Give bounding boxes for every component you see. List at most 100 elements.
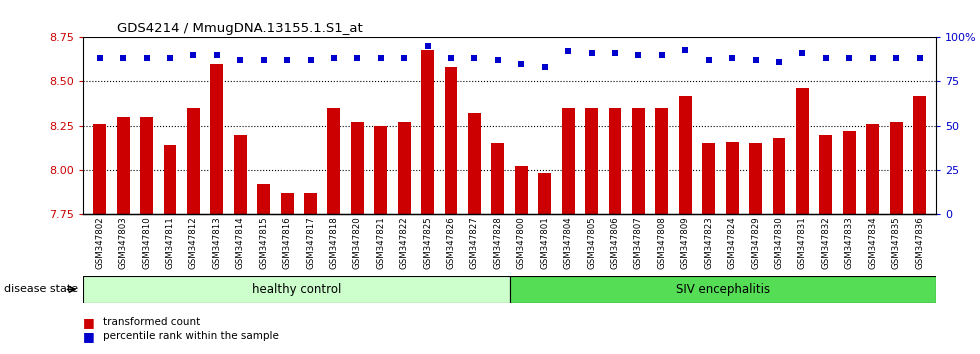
- Text: GSM347830: GSM347830: [774, 216, 783, 269]
- Text: GSM347835: GSM347835: [892, 216, 901, 269]
- Text: healthy control: healthy control: [252, 283, 341, 296]
- Bar: [351, 122, 364, 214]
- Bar: [725, 142, 739, 214]
- Bar: [117, 117, 129, 214]
- Bar: [234, 135, 247, 214]
- Bar: [703, 143, 715, 214]
- Point: [443, 56, 459, 61]
- Text: GSM347805: GSM347805: [587, 216, 596, 269]
- Text: GSM347807: GSM347807: [634, 216, 643, 269]
- Text: GSM347809: GSM347809: [681, 216, 690, 269]
- Text: GDS4214 / MmugDNA.13155.1.S1_at: GDS4214 / MmugDNA.13155.1.S1_at: [118, 22, 364, 35]
- Bar: [772, 138, 785, 214]
- Bar: [510, 276, 936, 303]
- Point: [748, 57, 763, 63]
- Point: [162, 56, 177, 61]
- Point: [256, 57, 271, 63]
- Point: [326, 56, 342, 61]
- Text: GSM347816: GSM347816: [282, 216, 292, 269]
- Bar: [164, 145, 176, 214]
- Text: GSM347802: GSM347802: [95, 216, 104, 269]
- Text: GSM347823: GSM347823: [705, 216, 713, 269]
- Bar: [445, 67, 458, 214]
- Text: GSM347824: GSM347824: [727, 216, 737, 269]
- Bar: [656, 108, 668, 214]
- Bar: [819, 135, 832, 214]
- Point: [701, 57, 716, 63]
- Point: [139, 56, 155, 61]
- Point: [842, 56, 858, 61]
- Point: [608, 50, 623, 56]
- Text: GSM347828: GSM347828: [493, 216, 503, 269]
- Bar: [280, 193, 294, 214]
- Point: [818, 56, 834, 61]
- Point: [771, 59, 787, 65]
- Point: [724, 56, 740, 61]
- Text: GSM347804: GSM347804: [564, 216, 572, 269]
- Text: GSM347833: GSM347833: [845, 216, 854, 269]
- Text: GSM347817: GSM347817: [306, 216, 315, 269]
- Bar: [93, 124, 106, 214]
- Text: GSM347803: GSM347803: [119, 216, 127, 269]
- Point: [911, 56, 927, 61]
- Bar: [538, 173, 551, 214]
- Bar: [866, 124, 879, 214]
- Bar: [890, 122, 903, 214]
- Bar: [679, 96, 692, 214]
- Bar: [913, 96, 926, 214]
- Text: disease state: disease state: [4, 284, 78, 295]
- Text: GSM347801: GSM347801: [540, 216, 549, 269]
- Bar: [257, 184, 270, 214]
- Text: GSM347827: GSM347827: [470, 216, 479, 269]
- Text: GSM347818: GSM347818: [329, 216, 338, 269]
- Point: [92, 56, 108, 61]
- Bar: [374, 126, 387, 214]
- Point: [185, 52, 201, 58]
- Point: [373, 56, 389, 61]
- Text: GSM347831: GSM347831: [798, 216, 807, 269]
- Text: ■: ■: [83, 330, 95, 343]
- Point: [561, 48, 576, 54]
- Bar: [749, 143, 762, 214]
- Text: transformed count: transformed count: [103, 317, 200, 327]
- Text: GSM347800: GSM347800: [516, 216, 526, 269]
- Point: [419, 43, 435, 49]
- Point: [537, 64, 553, 70]
- Point: [279, 57, 295, 63]
- Bar: [468, 113, 481, 214]
- Bar: [187, 108, 200, 214]
- Bar: [514, 166, 528, 214]
- Bar: [398, 122, 411, 214]
- Text: GSM347814: GSM347814: [236, 216, 245, 269]
- Bar: [140, 117, 153, 214]
- Text: percentile rank within the sample: percentile rank within the sample: [103, 331, 278, 341]
- Point: [654, 52, 669, 58]
- Point: [466, 56, 482, 61]
- Text: GSM347829: GSM347829: [751, 216, 760, 269]
- Text: GSM347808: GSM347808: [658, 216, 666, 269]
- Text: GSM347826: GSM347826: [447, 216, 456, 269]
- Text: ■: ■: [83, 316, 95, 329]
- Bar: [609, 108, 621, 214]
- Bar: [562, 108, 574, 214]
- Text: GSM347822: GSM347822: [400, 216, 409, 269]
- Text: GSM347813: GSM347813: [213, 216, 221, 269]
- Point: [116, 56, 131, 61]
- Text: GSM347832: GSM347832: [821, 216, 830, 269]
- Point: [209, 52, 224, 58]
- Point: [490, 57, 506, 63]
- Text: GSM347820: GSM347820: [353, 216, 362, 269]
- Point: [514, 61, 529, 67]
- Text: GSM347821: GSM347821: [376, 216, 385, 269]
- Bar: [421, 50, 434, 214]
- Bar: [327, 108, 340, 214]
- Point: [795, 50, 810, 56]
- Bar: [491, 143, 505, 214]
- Bar: [83, 276, 510, 303]
- Text: SIV encephalitis: SIV encephalitis: [675, 283, 770, 296]
- Text: GSM347825: GSM347825: [423, 216, 432, 269]
- Text: GSM347836: GSM347836: [915, 216, 924, 269]
- Bar: [632, 108, 645, 214]
- Text: GSM347812: GSM347812: [189, 216, 198, 269]
- Point: [232, 57, 248, 63]
